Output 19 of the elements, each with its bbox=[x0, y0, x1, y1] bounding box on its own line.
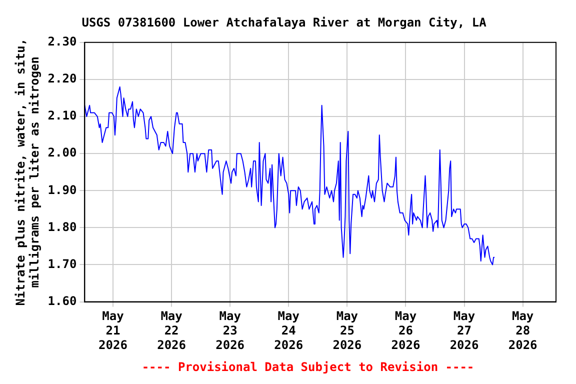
x-tick-label: May 22 2026 bbox=[157, 309, 186, 352]
y-axis-title: Nitrate plus nitrite, water, in situ, milligrams per liter as nitrogen bbox=[13, 38, 42, 306]
y-tick-label: 2.10 bbox=[48, 108, 77, 123]
x-tick-label: May 27 2026 bbox=[450, 309, 479, 352]
y-tick-label: 2.20 bbox=[48, 72, 77, 86]
y-tick-label: 2.30 bbox=[48, 34, 77, 49]
x-tick-label: May 26 2026 bbox=[391, 309, 420, 352]
text: ---- Provisional Data Subject to Revision ---- bbox=[142, 360, 474, 374]
x-tick-label: May 28 2026 bbox=[508, 309, 538, 352]
x-tick-label: May 23 2026 bbox=[216, 309, 245, 352]
y-tick-label: 1.70 bbox=[48, 256, 77, 271]
y-tick-label: 1.80 bbox=[48, 220, 77, 234]
y-tick-label: 1.90 bbox=[48, 182, 77, 197]
chart-title: USGS 07381600 Lower Atchafalaya River at Morgan City, LA bbox=[82, 15, 488, 30]
y-tick-label: 2.00 bbox=[48, 146, 77, 160]
x-tick-label: May 21 2026 bbox=[98, 309, 128, 352]
x-tick-label: May 25 2026 bbox=[332, 309, 362, 352]
x-tick-label: May 24 2026 bbox=[274, 309, 304, 352]
y-tick-label: 1.60 bbox=[48, 294, 77, 308]
